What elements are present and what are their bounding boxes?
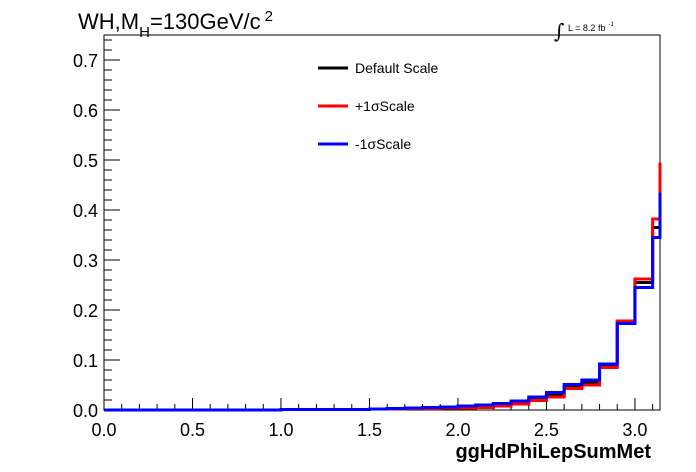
x-tick-label: 3.0 [622, 420, 647, 440]
x-tick-label: 1.0 [268, 420, 293, 440]
y-tick-label: 0.5 [73, 151, 98, 171]
histogram-series [104, 162, 662, 412]
y-tick-label: 0.6 [73, 101, 98, 121]
x-tick-label: 2.5 [534, 420, 559, 440]
y-tick-label: 0.1 [73, 351, 98, 371]
series-line [104, 192, 662, 412]
x-tick-label: 1.5 [357, 420, 382, 440]
title-subscript: H [139, 24, 150, 41]
legend-label: Default Scale [355, 60, 438, 76]
lumi-superscript: -1 [608, 22, 614, 28]
series-line [104, 175, 662, 412]
series-line [104, 162, 662, 412]
y-tick-label: 0.0 [73, 401, 98, 421]
x-tick-label: 2.0 [445, 420, 470, 440]
y-tick-label: 0.4 [73, 201, 98, 221]
chart-title: WH,MH=130GeV/c 2 [78, 8, 273, 41]
y-tick-label: 0.2 [73, 301, 98, 321]
x-axis-title: ggHdPhiLepSumMet [455, 441, 651, 463]
axis-tick-labels: 0.0 0.5 1.0 1.5 2.0 2.5 3.0 0.0 0.1 0.2 0.3 0.4 0.5 0… [73, 51, 647, 440]
plot-frame [103, 34, 661, 411]
y-tick-label: 0.7 [73, 51, 98, 71]
lumi-text: L = 8.2 fb [568, 23, 605, 33]
title-prefix: WH,M [78, 9, 139, 34]
y-tick-label: 0.3 [73, 251, 98, 271]
legend: Default Scale +1σScale -1σScale [318, 60, 438, 152]
axis-ticks [103, 39, 654, 411]
title-superscript: 2 [265, 8, 273, 25]
lumi-label: L = 8.2 fb -1 [568, 22, 614, 33]
title-suffix: =130GeV/c [150, 9, 261, 34]
legend-label: +1σScale [355, 98, 415, 114]
x-tick-label: 0.5 [180, 420, 205, 440]
x-tick-label: 0.0 [91, 420, 116, 440]
lumi-integral: ∫ [554, 19, 564, 43]
legend-label: -1σScale [355, 136, 411, 152]
